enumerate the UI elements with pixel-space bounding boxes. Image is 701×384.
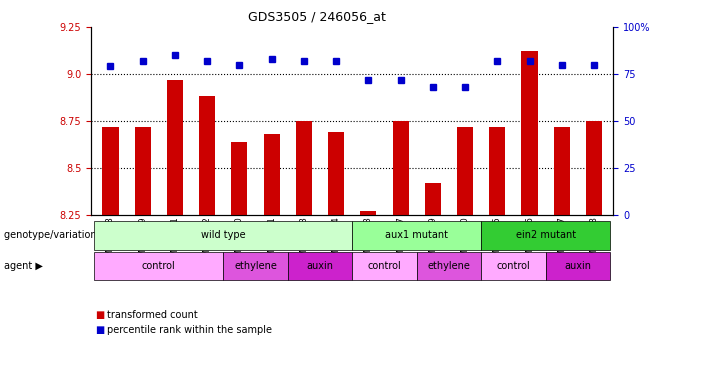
Bar	[586, 121, 602, 215]
Bar	[328, 132, 344, 215]
Bar	[102, 127, 118, 215]
Text: ■: ■	[95, 310, 104, 320]
Bar	[264, 134, 280, 215]
Bar	[296, 121, 312, 215]
Text: percentile rank within the sample: percentile rank within the sample	[107, 325, 271, 335]
Bar	[231, 142, 247, 215]
Text: agent ▶: agent ▶	[4, 261, 42, 271]
Bar	[522, 51, 538, 215]
Text: genotype/variation ▶: genotype/variation ▶	[4, 230, 107, 240]
Bar	[393, 121, 409, 215]
Bar	[425, 183, 441, 215]
Text: auxin: auxin	[564, 261, 592, 271]
Bar	[489, 127, 505, 215]
Text: ethylene: ethylene	[428, 261, 470, 271]
Bar	[554, 127, 570, 215]
Text: control: control	[496, 261, 531, 271]
Text: GDS3505 / 246056_at: GDS3505 / 246056_at	[248, 10, 386, 23]
Text: transformed count: transformed count	[107, 310, 197, 320]
Bar	[457, 127, 473, 215]
Bar	[167, 79, 183, 215]
Text: control: control	[367, 261, 402, 271]
Text: ■: ■	[95, 325, 104, 335]
Text: ethylene: ethylene	[234, 261, 277, 271]
Bar	[199, 96, 215, 215]
Text: auxin: auxin	[306, 261, 334, 271]
Bar	[360, 211, 376, 215]
Bar	[135, 127, 151, 215]
Text: control: control	[142, 261, 176, 271]
Text: aux1 mutant: aux1 mutant	[386, 230, 448, 240]
Text: wild type: wild type	[201, 230, 245, 240]
Text: ein2 mutant: ein2 mutant	[516, 230, 576, 240]
